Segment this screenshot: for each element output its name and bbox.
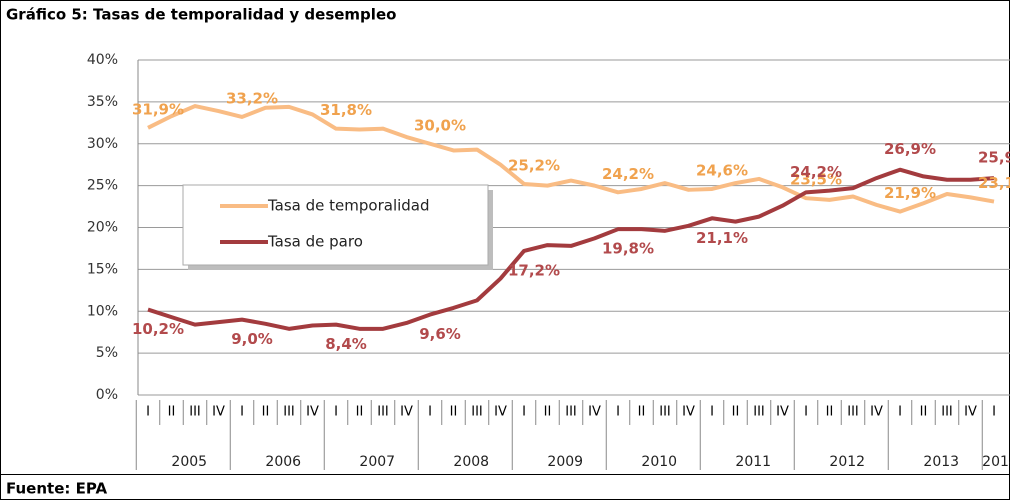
y-tick-label: 30% xyxy=(87,136,118,152)
data-label: 33,2% xyxy=(226,89,278,107)
x-tick-label: IV xyxy=(776,405,789,420)
x-tick-label: IV xyxy=(400,405,413,420)
x-tick-label: I xyxy=(804,405,808,420)
year-label: 2008 xyxy=(453,454,489,470)
legend-label: Tasa de temporalidad xyxy=(267,197,430,215)
data-label: 21,9% xyxy=(884,184,936,202)
x-tick-label: I xyxy=(428,405,432,420)
year-label: 2010 xyxy=(641,454,677,470)
x-tick-label: I xyxy=(898,405,902,420)
x-tick-label: III xyxy=(941,405,953,420)
data-label: 21,1% xyxy=(696,229,748,247)
data-label: 24,6% xyxy=(696,161,748,179)
x-tick-label: I xyxy=(992,405,996,420)
x-tick-label: IV xyxy=(964,405,977,420)
source: Fuente: EPA xyxy=(6,480,107,498)
x-tick-label: III xyxy=(377,405,389,420)
year-label: 2014 xyxy=(982,454,1010,470)
data-label: 9,6% xyxy=(419,325,461,343)
x-tick-label: II xyxy=(638,405,646,420)
data-label: 30,0% xyxy=(414,116,466,134)
x-tick-label: III xyxy=(847,405,859,420)
x-tick-label: I xyxy=(146,405,150,420)
year-label: 2013 xyxy=(923,454,959,470)
x-tick-label: III xyxy=(753,405,765,420)
year-label: 2009 xyxy=(547,454,583,470)
data-label: 10,2% xyxy=(132,320,184,338)
data-label: 23,1% xyxy=(978,174,1010,192)
x-tick-label: II xyxy=(732,405,740,420)
data-label: 19,8% xyxy=(602,240,654,258)
data-label: 26,9% xyxy=(884,140,936,158)
data-label: 24,2% xyxy=(602,165,654,183)
x-tick-label: II xyxy=(544,405,552,420)
y-tick-label: 40% xyxy=(87,52,118,68)
x-tick-label: I xyxy=(522,405,526,420)
legend-label: Tasa de paro xyxy=(267,233,363,251)
year-label: 2012 xyxy=(829,454,865,470)
data-label: 9,0% xyxy=(231,330,273,348)
x-tick-label: IV xyxy=(306,405,319,420)
x-tick-label: IV xyxy=(870,405,883,420)
x-tick-label: I xyxy=(240,405,244,420)
data-label: 23,5% xyxy=(790,171,842,189)
y-tick-label: 15% xyxy=(87,261,118,277)
year-label: 2007 xyxy=(359,454,395,470)
legend xyxy=(182,184,489,266)
x-tick-label: II xyxy=(262,405,270,420)
x-tick-label: IV xyxy=(494,405,507,420)
series-line xyxy=(147,104,995,214)
x-tick-label: III xyxy=(189,405,201,420)
x-tick-label: III xyxy=(659,405,671,420)
y-tick-label: 35% xyxy=(87,94,118,110)
data-label: 25,9% xyxy=(978,149,1010,167)
x-tick-label: IV xyxy=(212,405,225,420)
x-tick-label: III xyxy=(471,405,483,420)
x-tick-label: I xyxy=(710,405,714,420)
chart-title: Gráfico 5: Tasas de temporalidad y desem… xyxy=(6,6,396,24)
data-label: 8,4% xyxy=(325,335,367,353)
x-tick-label: II xyxy=(356,405,364,420)
y-tick-label: 25% xyxy=(87,178,118,194)
x-tick-label: III xyxy=(565,405,577,420)
y-tick-label: 10% xyxy=(87,303,118,319)
x-tick-label: IV xyxy=(588,405,601,420)
data-label: 31,9% xyxy=(132,100,184,118)
x-tick-label: I xyxy=(334,405,338,420)
series-line xyxy=(147,167,995,331)
x-tick-label: II xyxy=(920,405,928,420)
data-label: 17,2% xyxy=(508,261,560,279)
x-tick-label: II xyxy=(450,405,458,420)
data-label: 24,2% xyxy=(790,163,842,181)
year-label: 2006 xyxy=(265,454,301,470)
y-tick-label: 5% xyxy=(96,345,118,361)
y-tick-label: 0% xyxy=(96,387,118,403)
y-tick-label: 20% xyxy=(87,220,118,236)
x-tick-label: I xyxy=(616,405,620,420)
data-label: 25,2% xyxy=(508,156,560,174)
x-tick-label: II xyxy=(168,405,176,420)
x-tick-label: II xyxy=(826,405,834,420)
data-label: 31,8% xyxy=(320,101,372,119)
x-tick-label: IV xyxy=(682,405,695,420)
x-tick-label: III xyxy=(283,405,295,420)
year-label: 2011 xyxy=(735,454,771,470)
year-label: 2005 xyxy=(171,454,207,470)
